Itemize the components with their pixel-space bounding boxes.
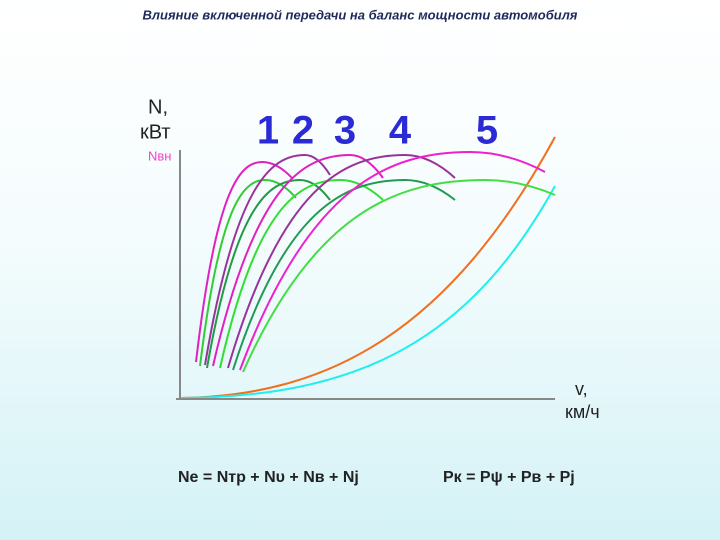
force-formula: Pк = Pψ + Pв + Pj xyxy=(443,469,575,486)
curve-label: Nвн xyxy=(148,148,171,163)
gear-curve xyxy=(227,153,456,369)
x-axis-label: v, xyxy=(575,379,588,399)
gear-curve xyxy=(195,160,293,363)
gear-curve xyxy=(239,150,546,371)
gear-label: 4 xyxy=(389,109,412,153)
gear-label: 2 xyxy=(292,109,314,153)
gear-curve xyxy=(219,178,384,369)
gear-label: 5 xyxy=(476,109,498,153)
curves xyxy=(179,136,556,399)
gear-curve xyxy=(204,153,331,366)
gear-labels: 1 2 3 4 5 xyxy=(257,109,498,153)
resistance-curve xyxy=(179,136,556,399)
power-formula: Nе = Nтр + Nυ + Nв + Nj xyxy=(178,469,359,486)
gear-label: 3 xyxy=(334,109,356,153)
gear-label: 1 xyxy=(257,109,279,153)
y-axis-label: N, xyxy=(148,96,168,118)
gear-curve xyxy=(212,153,384,367)
gear-curve xyxy=(232,178,456,371)
y-axis-unit: кВт xyxy=(140,121,171,143)
x-axis-unit: км/ч xyxy=(565,402,600,422)
title: Влияние включенной передачи на баланс мо… xyxy=(143,7,578,22)
gear-curve xyxy=(242,178,556,373)
resistance-curve xyxy=(179,185,556,399)
gear-curve xyxy=(206,178,331,369)
